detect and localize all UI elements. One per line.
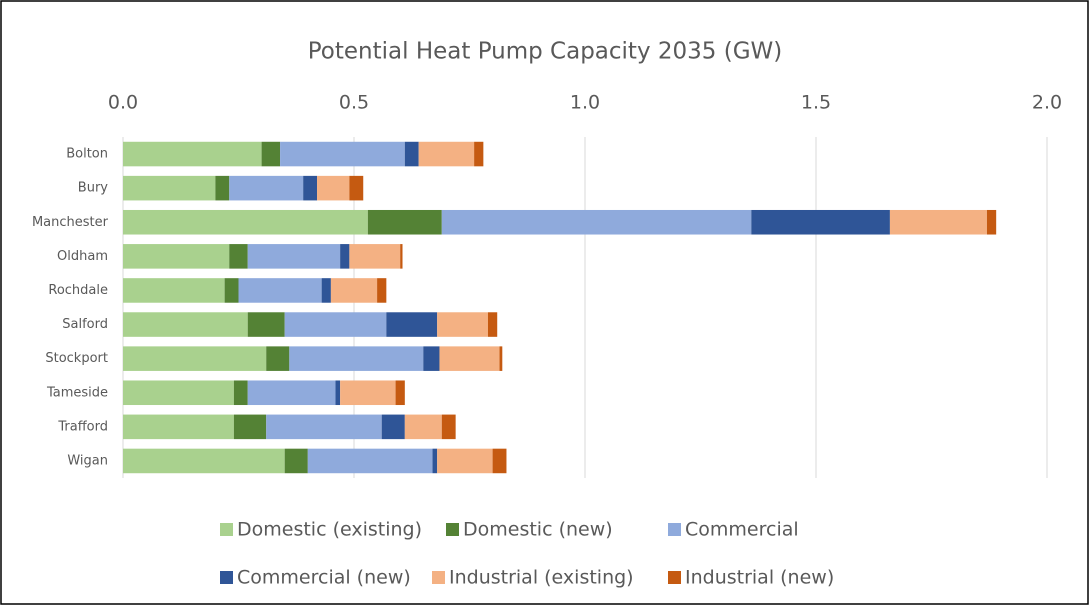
bar-segment — [367, 209, 442, 235]
bar-segment — [751, 209, 890, 235]
bar-segment — [487, 312, 498, 337]
bar-segment — [229, 244, 248, 269]
bar-segment — [404, 414, 442, 440]
legend-swatch — [220, 523, 233, 536]
legend-label: Industrial (existing) — [449, 567, 634, 589]
bar-segment — [340, 244, 350, 269]
legend-swatch — [668, 523, 681, 536]
bar-segment — [261, 141, 281, 167]
x-tick-label: 0.5 — [339, 92, 369, 114]
legend-label: Commercial (new) — [237, 567, 411, 589]
y-tick-label: Tameside — [46, 385, 108, 400]
bar-segment — [123, 244, 230, 269]
bar-segment — [404, 141, 419, 167]
bar-segment — [215, 175, 230, 201]
bar-segment — [123, 209, 368, 235]
x-tick-label: 1.5 — [801, 92, 831, 114]
bar-segment — [238, 278, 322, 303]
legend-swatch — [446, 523, 459, 536]
bar-segment — [474, 141, 484, 167]
bar-segment — [266, 346, 290, 371]
legend-label: Domestic (new) — [463, 519, 613, 541]
legend-label: Domestic (existing) — [237, 519, 422, 541]
bar-segment — [247, 380, 336, 406]
bar-segment — [432, 448, 438, 474]
bar-segment — [123, 175, 216, 201]
bar-segment — [423, 346, 440, 371]
y-tick-label: Bury — [78, 181, 109, 196]
bar-segment — [340, 380, 396, 406]
bar-segment — [381, 414, 405, 440]
bar-segment — [437, 312, 488, 337]
bar-segment — [266, 414, 382, 440]
legend-swatch — [668, 571, 681, 584]
bar-segment — [418, 141, 475, 167]
bar-segment — [284, 312, 387, 337]
bar-segment — [986, 209, 997, 235]
bar-segment — [229, 175, 304, 201]
bar-segment — [330, 278, 378, 303]
y-tick-label: Rochdale — [48, 283, 108, 298]
bar-segment — [349, 175, 364, 201]
legend-swatch — [432, 571, 445, 584]
y-tick-label: Salford — [62, 317, 108, 332]
bar-segment — [395, 380, 405, 406]
bar-segment — [335, 380, 341, 406]
bar-segment — [499, 346, 503, 371]
y-tick-label: Bolton — [66, 147, 108, 162]
x-tick-label: 1.0 — [570, 92, 600, 114]
bar-segment — [224, 278, 239, 303]
y-tick-label: Wigan — [67, 453, 108, 468]
bar-segment — [303, 175, 318, 201]
bar-segment — [492, 448, 507, 474]
legend-label: Commercial — [685, 519, 799, 541]
bar-segment — [441, 209, 752, 235]
bar-segment — [123, 278, 225, 303]
x-tick-label: 0.0 — [108, 92, 138, 114]
bar-segment — [439, 346, 500, 371]
bar-segment — [289, 346, 424, 371]
bar-segment — [123, 380, 234, 406]
bar-segment — [377, 278, 387, 303]
bar-segment — [441, 414, 456, 440]
bar-segment — [247, 312, 285, 337]
legend-swatch — [220, 571, 233, 584]
bar-segment — [123, 448, 285, 474]
y-tick-label: Trafford — [57, 419, 108, 434]
bar-segment — [386, 312, 438, 337]
bar-segment — [233, 380, 248, 406]
bar-segment — [280, 141, 405, 167]
y-tick-label: Oldham — [57, 249, 108, 264]
bar-segment — [349, 244, 401, 269]
chart-title: Potential Heat Pump Capacity 2035 (GW) — [308, 39, 782, 65]
bar-segment — [437, 448, 493, 474]
bar-segment — [400, 244, 403, 269]
bar-segment — [123, 414, 234, 440]
y-tick-label: Stockport — [45, 351, 108, 366]
y-tick-label: Manchester — [32, 215, 109, 230]
bar-segment — [889, 209, 987, 235]
x-tick-label: 2.0 — [1032, 92, 1062, 114]
bar-segment — [123, 141, 262, 167]
bar-segment — [284, 448, 308, 474]
bar-segment — [307, 448, 433, 474]
bar-segment — [123, 312, 248, 337]
bar-segment — [123, 346, 267, 371]
bar-segment — [321, 278, 331, 303]
bar-segment — [247, 244, 341, 269]
bar-segment — [233, 414, 267, 440]
bar-segment — [317, 175, 350, 201]
legend-label: Industrial (new) — [685, 567, 834, 589]
